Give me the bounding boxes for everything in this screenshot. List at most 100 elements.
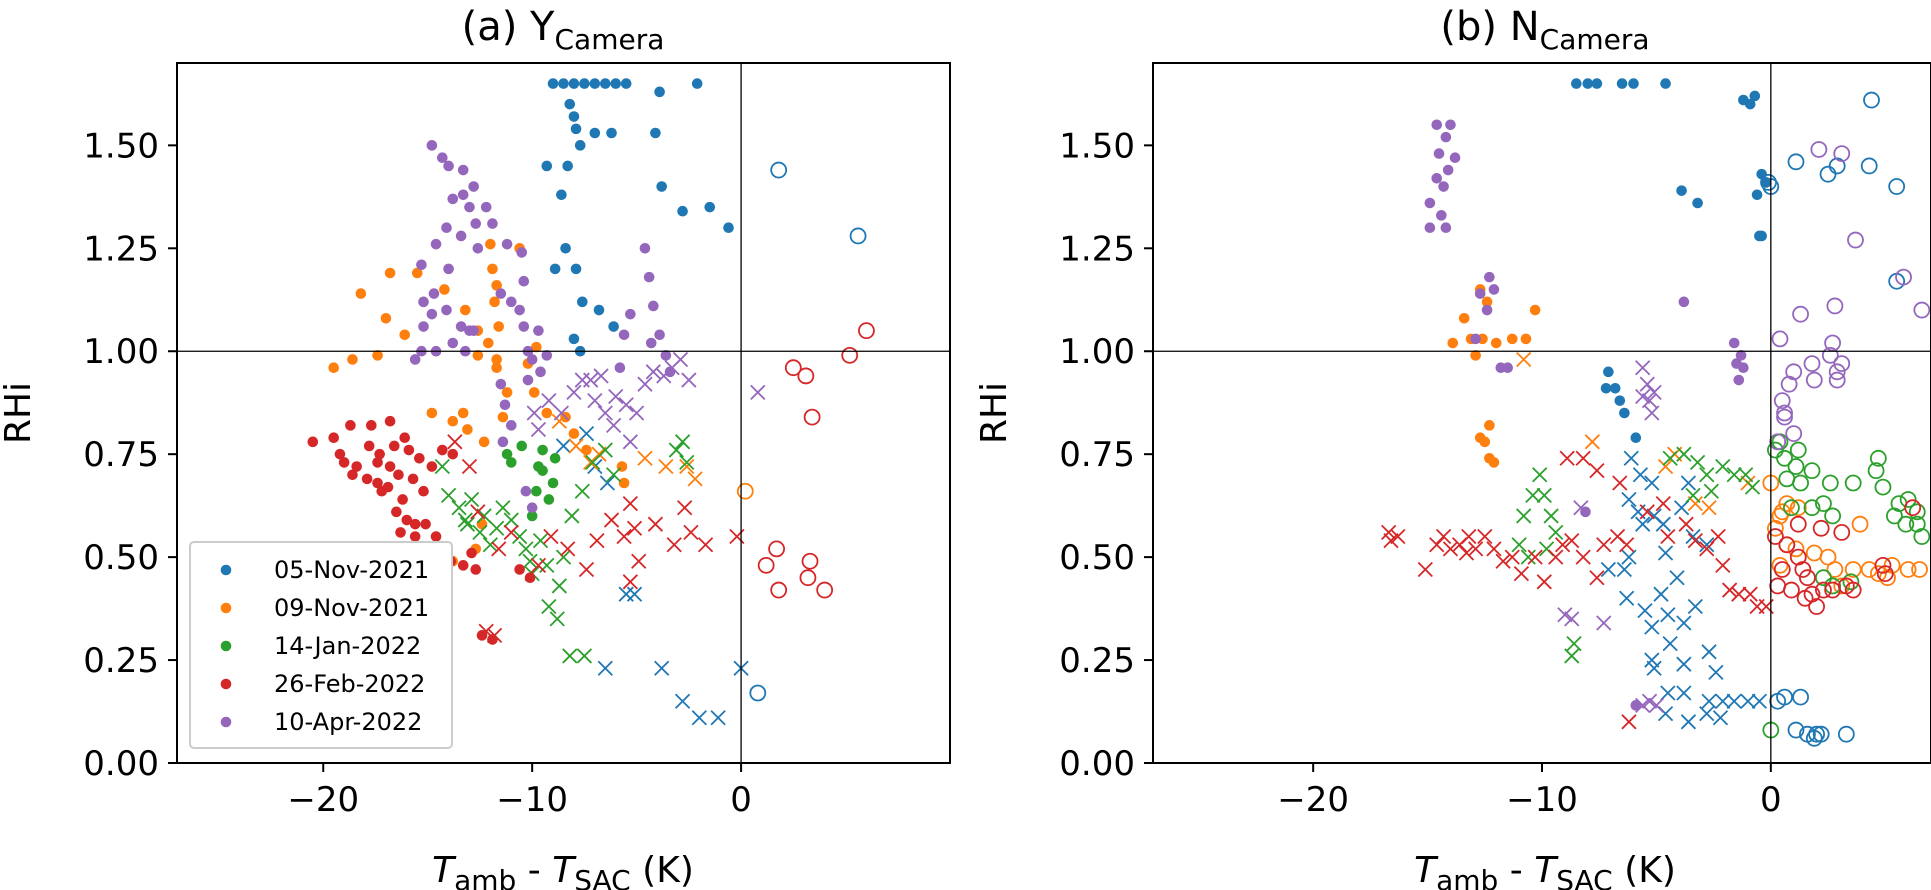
data-point-dot [485, 238, 496, 250]
data-point-dot [399, 432, 411, 444]
data-point-x [482, 537, 499, 553]
data-point-dot [464, 325, 475, 336]
data-point-dot [441, 304, 452, 316]
data-point-x [622, 434, 638, 450]
data-point-dot [570, 123, 582, 135]
data-point-dot [1470, 333, 1481, 345]
data-point-dot [487, 263, 498, 275]
data-point-dot [618, 477, 630, 489]
data-point-ring [1888, 178, 1906, 195]
data-point-dot [420, 518, 431, 530]
data-point-ring [1833, 145, 1851, 162]
data-point-dot [372, 350, 383, 361]
data-point-dot [535, 366, 546, 378]
data-point-dot [1436, 210, 1447, 221]
data-point-dot [531, 341, 542, 353]
data-point-dot [472, 350, 484, 361]
data-point-ring [749, 684, 767, 702]
data-point-ring [1808, 598, 1825, 615]
data-point-x [1731, 586, 1747, 602]
data-point-x [1687, 533, 1703, 549]
data-point-x [1676, 615, 1692, 631]
panel-title-b: (b) NCamera [1440, 4, 1649, 56]
data-point-dot [650, 127, 661, 139]
data-point-dot [430, 238, 442, 250]
data-point-dot [426, 140, 438, 151]
data-point-dot [1431, 172, 1443, 184]
data-point-x [1442, 541, 1459, 557]
data-point-dot [1490, 337, 1502, 349]
data-point-dot [338, 457, 350, 468]
data-point-dot [384, 415, 396, 427]
data-point-x [1676, 685, 1692, 701]
data-point-x [1699, 537, 1715, 553]
data-point-x [1520, 549, 1536, 565]
data-point-dot [518, 321, 530, 332]
data-point-x [574, 483, 590, 499]
data-point-dot [568, 111, 580, 122]
x-axis-label-a: Tamb - TSAC (K) [432, 850, 694, 890]
data-point-dot [1506, 333, 1518, 345]
data-point-dot [384, 461, 396, 472]
data-point-x [1660, 607, 1676, 623]
data-point-dot [411, 267, 423, 279]
data-point-dot [1495, 362, 1507, 374]
data-point-dot [581, 444, 592, 456]
data-point-dot [656, 181, 667, 192]
data-point-ring [816, 581, 834, 599]
data-point-x [1676, 656, 1692, 672]
data-point-dot [579, 78, 590, 89]
data-point-ring [768, 540, 785, 558]
data-point-dot [397, 494, 408, 505]
data-point-x [447, 434, 463, 450]
data-point-x [457, 512, 473, 528]
data-point-x [606, 417, 622, 433]
data-point-x [1744, 479, 1761, 495]
data-point-ring [1844, 581, 1862, 599]
data-point-x [628, 405, 645, 421]
data-point-dot [654, 86, 665, 98]
data-point-dot [526, 510, 538, 522]
data-point-dot [574, 140, 586, 151]
reference-lines-a [177, 63, 950, 763]
data-point-dot [518, 275, 530, 287]
data-point-x [618, 397, 634, 413]
data-point-x [1676, 446, 1692, 462]
data-point-dot [482, 337, 494, 349]
data-point-ring [1867, 462, 1885, 480]
data-point-x [597, 442, 613, 458]
data-point-ring [1805, 371, 1823, 389]
data-point-x [578, 425, 595, 442]
data-point-x [463, 491, 480, 508]
data-point-x [1710, 528, 1726, 545]
data-point-x [589, 533, 605, 549]
data-point-x [1635, 388, 1651, 405]
data-point-dot [361, 473, 373, 485]
data-point-ring [1824, 577, 1842, 595]
data-point-dot [1630, 432, 1642, 444]
data-point-dot [472, 242, 484, 254]
y-tick-label: 1.00 [83, 332, 159, 372]
data-point-x [618, 586, 634, 602]
data-point-x [1554, 537, 1571, 553]
data-point-dot [384, 267, 396, 279]
data-point-x [1621, 549, 1637, 565]
data-point-dot [549, 452, 561, 464]
data-point-dot [547, 78, 559, 89]
y-tick-label: 0.00 [83, 744, 159, 784]
data-point-ring [1833, 577, 1851, 595]
data-point-dot [447, 448, 459, 460]
data-point-dot [677, 205, 688, 217]
data-point-dot [328, 362, 339, 374]
data-point-dot [491, 280, 502, 291]
data-point-x [1417, 561, 1433, 578]
data-point-ring [1799, 569, 1816, 587]
data-point-x [1383, 533, 1399, 549]
data-point-x [1653, 586, 1669, 602]
data-point-ring [1810, 141, 1828, 158]
data-point-x [1646, 384, 1662, 401]
data-point-x [1516, 351, 1532, 368]
data-point-x [491, 541, 507, 557]
data-point-x [697, 537, 714, 553]
